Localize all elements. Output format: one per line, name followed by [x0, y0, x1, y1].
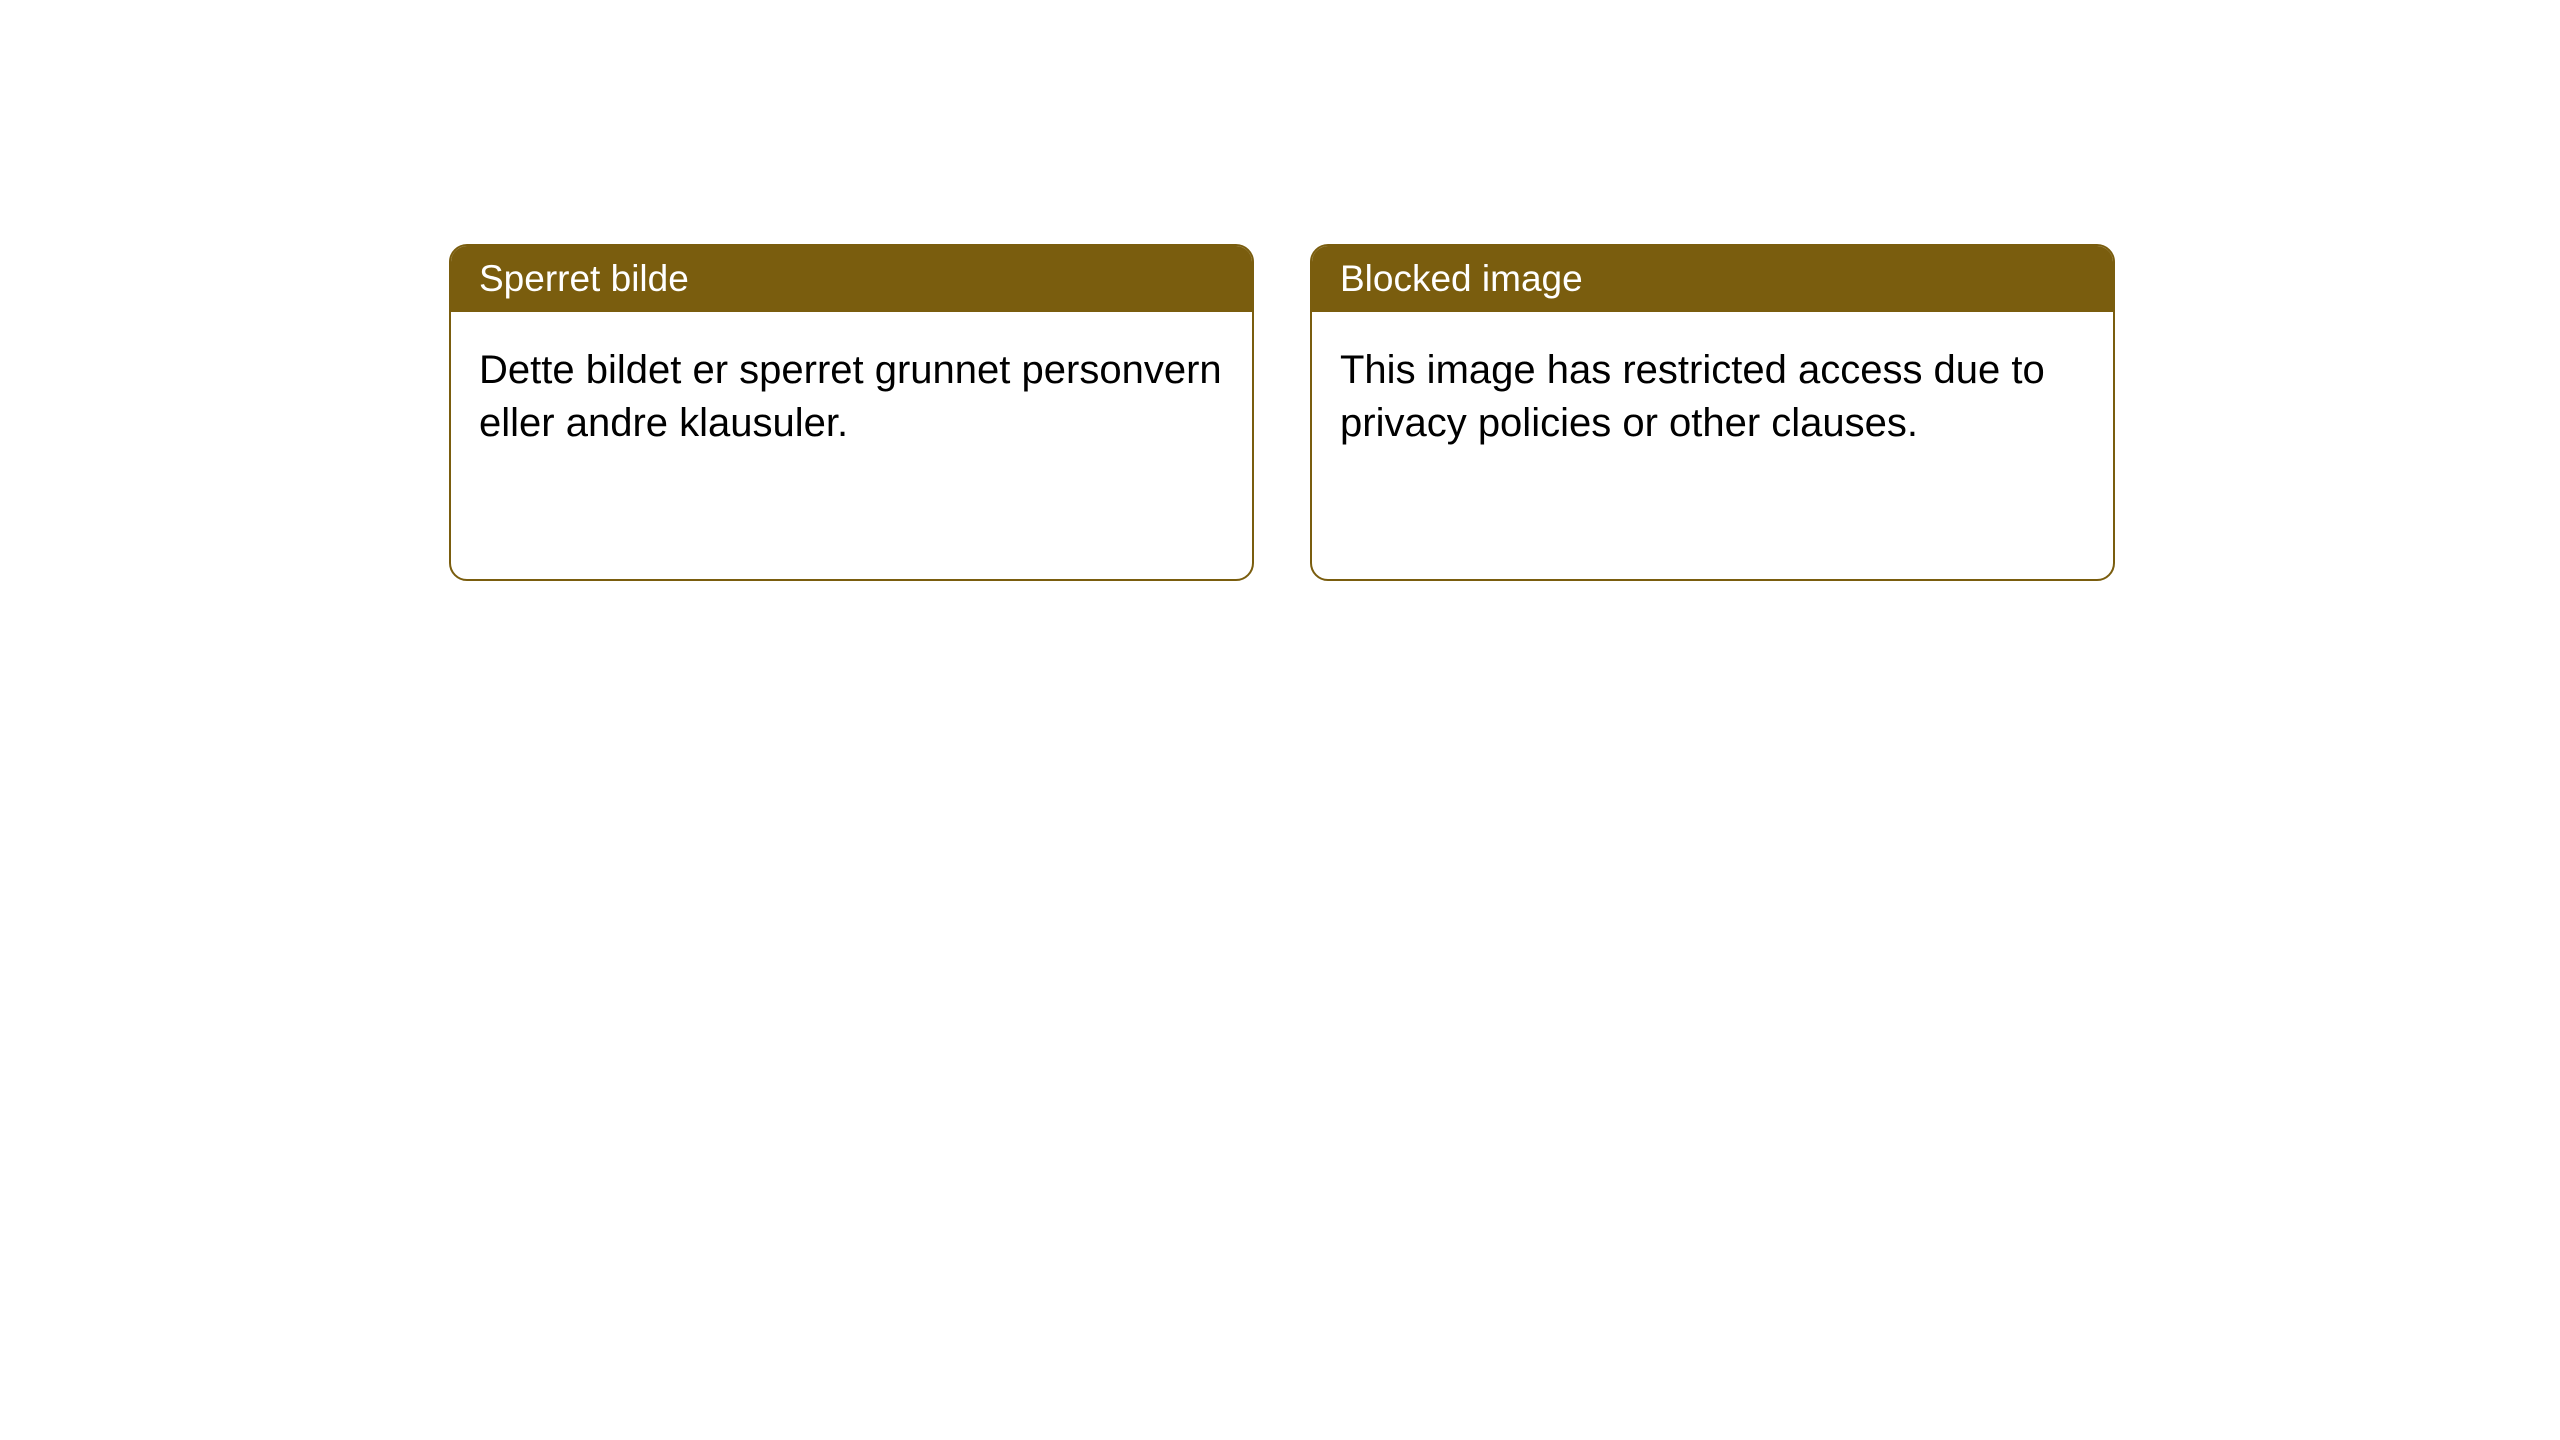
- card-header-norwegian: Sperret bilde: [451, 246, 1252, 312]
- card-header-english: Blocked image: [1312, 246, 2113, 312]
- card-body-english: This image has restricted access due to …: [1312, 312, 2113, 482]
- notice-card-english: Blocked image This image has restricted …: [1310, 244, 2115, 581]
- notice-card-norwegian: Sperret bilde Dette bildet er sperret gr…: [449, 244, 1254, 581]
- card-body-norwegian: Dette bildet er sperret grunnet personve…: [451, 312, 1252, 482]
- notice-cards-container: Sperret bilde Dette bildet er sperret gr…: [0, 0, 2560, 581]
